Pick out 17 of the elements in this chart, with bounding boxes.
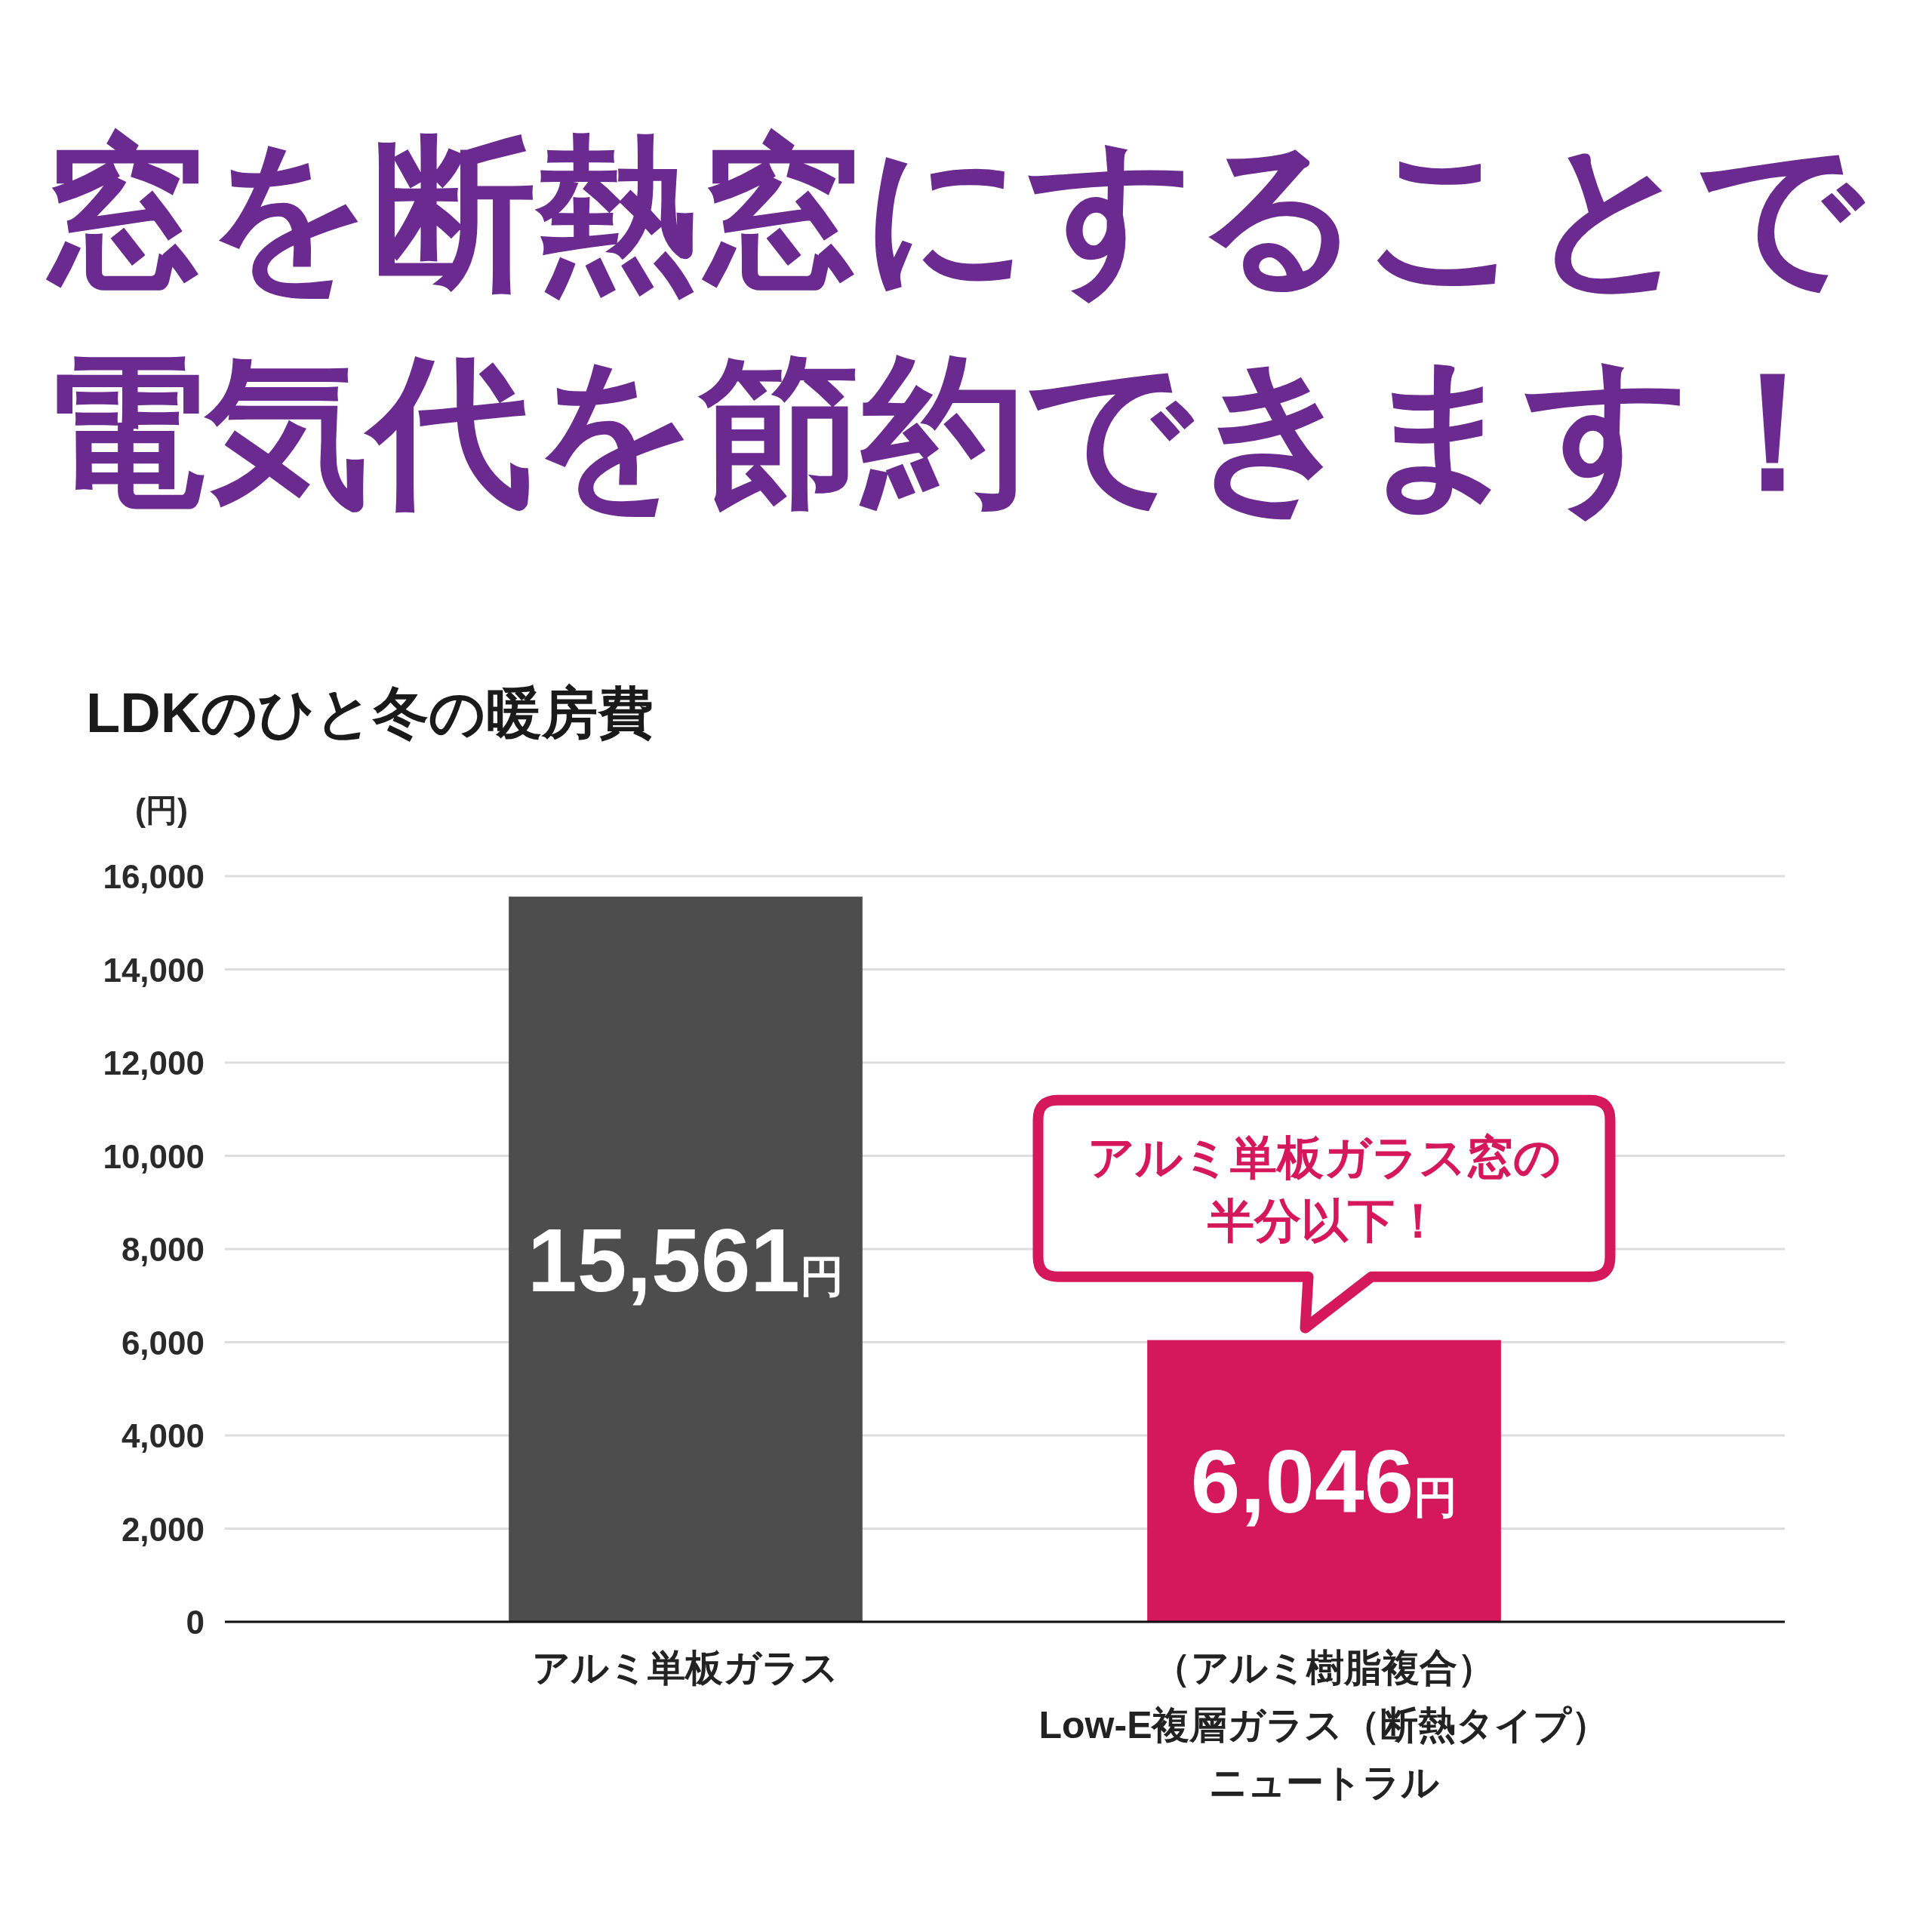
y-tick-label: 6,000 [121,1324,205,1361]
y-tick-label: 0 [186,1603,205,1641]
chart-title: 窓を断熱窓にすることで電気代を節約できます！ [43,122,1866,523]
y-axis-title: (円) [135,792,188,828]
y-tick-label: 2,000 [121,1510,205,1547]
data-label: 6,046円 [1190,1432,1458,1532]
y-tick-label: 16,000 [103,857,205,895]
y-tick-label: 12,000 [103,1044,205,1081]
y-tick-label: 4,000 [121,1417,205,1454]
annotation: アルミ単板ガラス窓の半分以下！ [1088,1131,1561,1247]
x-tick-label: （アルミ樹脂複合）Low-E複層ガラス（断熱タイプ）ニュートラル [1038,1647,1610,1804]
y-tick-label: 8,000 [121,1230,205,1268]
y-tick-label: 14,000 [103,951,205,988]
y-tick-label: 10,000 [103,1137,205,1174]
data-label: 15,561円 [528,1210,844,1310]
chart-subtitle: LDKのひと冬の暖房費 [86,681,654,744]
x-tick-label: アルミ単板ガラス [532,1647,839,1689]
